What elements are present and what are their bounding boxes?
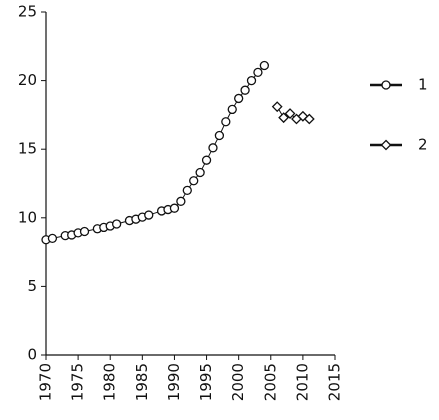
data-point	[111, 219, 122, 229]
x-tick-label: 1985	[133, 363, 151, 401]
data-point	[189, 176, 199, 186]
legend-label: 1	[418, 76, 428, 94]
data-point	[169, 203, 180, 213]
data-point	[303, 113, 315, 125]
data-point	[234, 93, 244, 104]
data-point	[182, 185, 192, 196]
data-point	[259, 60, 270, 71]
data-point	[278, 112, 290, 124]
y-tick-label: 0	[27, 346, 37, 364]
x-tick-label: 2005	[261, 363, 279, 401]
data-point	[208, 143, 218, 153]
data-point	[176, 196, 186, 206]
data-point	[214, 130, 225, 141]
y-tick-label: 10	[18, 208, 37, 226]
x-tick-label: 1995	[197, 363, 215, 401]
data-point	[195, 167, 205, 178]
data-point	[271, 101, 283, 113]
data-point	[79, 226, 90, 237]
data-point	[297, 110, 309, 122]
y-tick-label: 15	[18, 140, 37, 158]
x-tick-label: 1980	[101, 363, 119, 401]
y-tick-label: 20	[18, 71, 37, 89]
x-tick-label: 2010	[293, 363, 311, 401]
data-point	[253, 67, 263, 78]
data-point	[227, 104, 237, 115]
x-tick-label: 2015	[326, 363, 344, 401]
data-point	[284, 108, 296, 119]
data-point	[246, 75, 257, 86]
x-tick-label: 1970	[37, 363, 55, 401]
series-line	[45, 65, 265, 241]
y-tick-label: 5	[27, 277, 37, 295]
data-point	[221, 117, 231, 127]
legend-marker	[380, 139, 392, 151]
x-tick-label: 2000	[229, 363, 247, 401]
data-point	[240, 85, 250, 95]
data-point	[201, 155, 212, 165]
y-tick-label: 25	[18, 3, 37, 21]
x-tick-label: 1990	[165, 363, 183, 401]
data-point	[144, 210, 154, 220]
x-tick-label: 1975	[69, 363, 87, 401]
legend-marker	[381, 80, 391, 90]
data-point	[47, 233, 58, 244]
legend-label: 2	[418, 136, 428, 154]
